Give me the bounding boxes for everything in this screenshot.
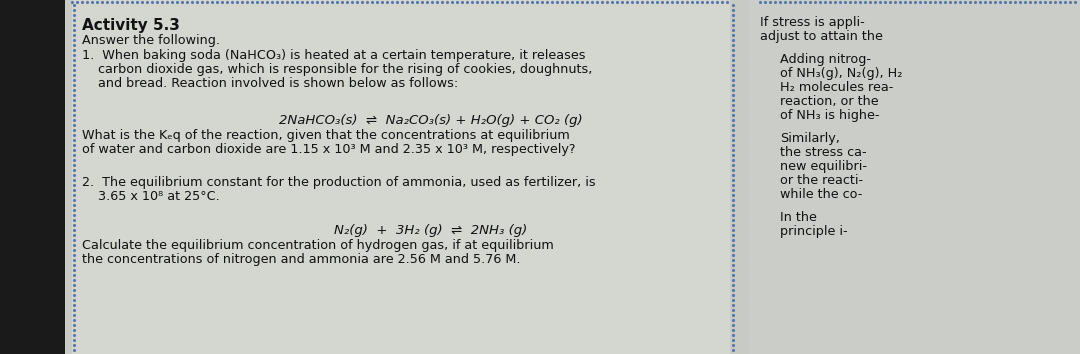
Text: principle i-: principle i- [780, 225, 848, 238]
Text: 3.65 x 10⁸ at 25°C.: 3.65 x 10⁸ at 25°C. [82, 190, 219, 203]
Text: the concentrations of nitrogen and ammonia are 2.56 M and 5.76 M.: the concentrations of nitrogen and ammon… [82, 253, 521, 266]
Text: carbon dioxide gas, which is responsible for the rising of cookies, doughnuts,: carbon dioxide gas, which is responsible… [82, 63, 592, 76]
Text: or the reacti-: or the reacti- [780, 174, 863, 187]
Text: and bread. Reaction involved is shown below as follows:: and bread. Reaction involved is shown be… [82, 77, 458, 90]
FancyBboxPatch shape [750, 0, 1080, 354]
Text: 2NaHCO₃(s)  ⇌  Na₂CO₃(s) + H₂O(g) + CO₂ (g): 2NaHCO₃(s) ⇌ Na₂CO₃(s) + H₂O(g) + CO₂ (g… [280, 114, 583, 127]
Text: Calculate the equilibrium concentration of hydrogen gas, if at equilibrium: Calculate the equilibrium concentration … [82, 239, 554, 252]
Text: of water and carbon dioxide are 1.15 x 10³ M and 2.35 x 10³ M, respectively?: of water and carbon dioxide are 1.15 x 1… [82, 143, 576, 156]
Text: H₂ molecules rea-: H₂ molecules rea- [780, 81, 893, 94]
Text: Similarly,: Similarly, [780, 132, 840, 145]
Text: of NH₃(g), N₂(g), H₂: of NH₃(g), N₂(g), H₂ [780, 67, 903, 80]
Text: Answer the following.: Answer the following. [82, 34, 220, 47]
Text: Adding nitrog-: Adding nitrog- [780, 53, 870, 66]
Text: while the co-: while the co- [780, 188, 862, 201]
FancyBboxPatch shape [72, 0, 730, 354]
Text: 1.  When baking soda (NaHCO₃) is heated at a certain temperature, it releases: 1. When baking soda (NaHCO₃) is heated a… [82, 49, 585, 62]
Text: of NH₃ is highe-: of NH₃ is highe- [780, 109, 879, 122]
Text: Activity 5.3: Activity 5.3 [82, 18, 180, 33]
Text: In the: In the [780, 211, 816, 224]
Text: the stress ca-: the stress ca- [780, 146, 866, 159]
Text: adjust to attain the: adjust to attain the [760, 30, 882, 43]
Text: 2.  The equilibrium constant for the production of ammonia, used as fertilizer, : 2. The equilibrium constant for the prod… [82, 176, 596, 189]
Text: What is the Kₑq of the reaction, given that the concentrations at equilibrium: What is the Kₑq of the reaction, given t… [82, 129, 570, 142]
Text: N₂(g)  +  3H₂ (g)  ⇌  2NH₃ (g): N₂(g) + 3H₂ (g) ⇌ 2NH₃ (g) [335, 224, 528, 237]
Text: new equilibri-: new equilibri- [780, 160, 867, 173]
Text: reaction, or the: reaction, or the [780, 95, 879, 108]
FancyBboxPatch shape [0, 0, 65, 354]
Text: If stress is appli-: If stress is appli- [760, 16, 865, 29]
